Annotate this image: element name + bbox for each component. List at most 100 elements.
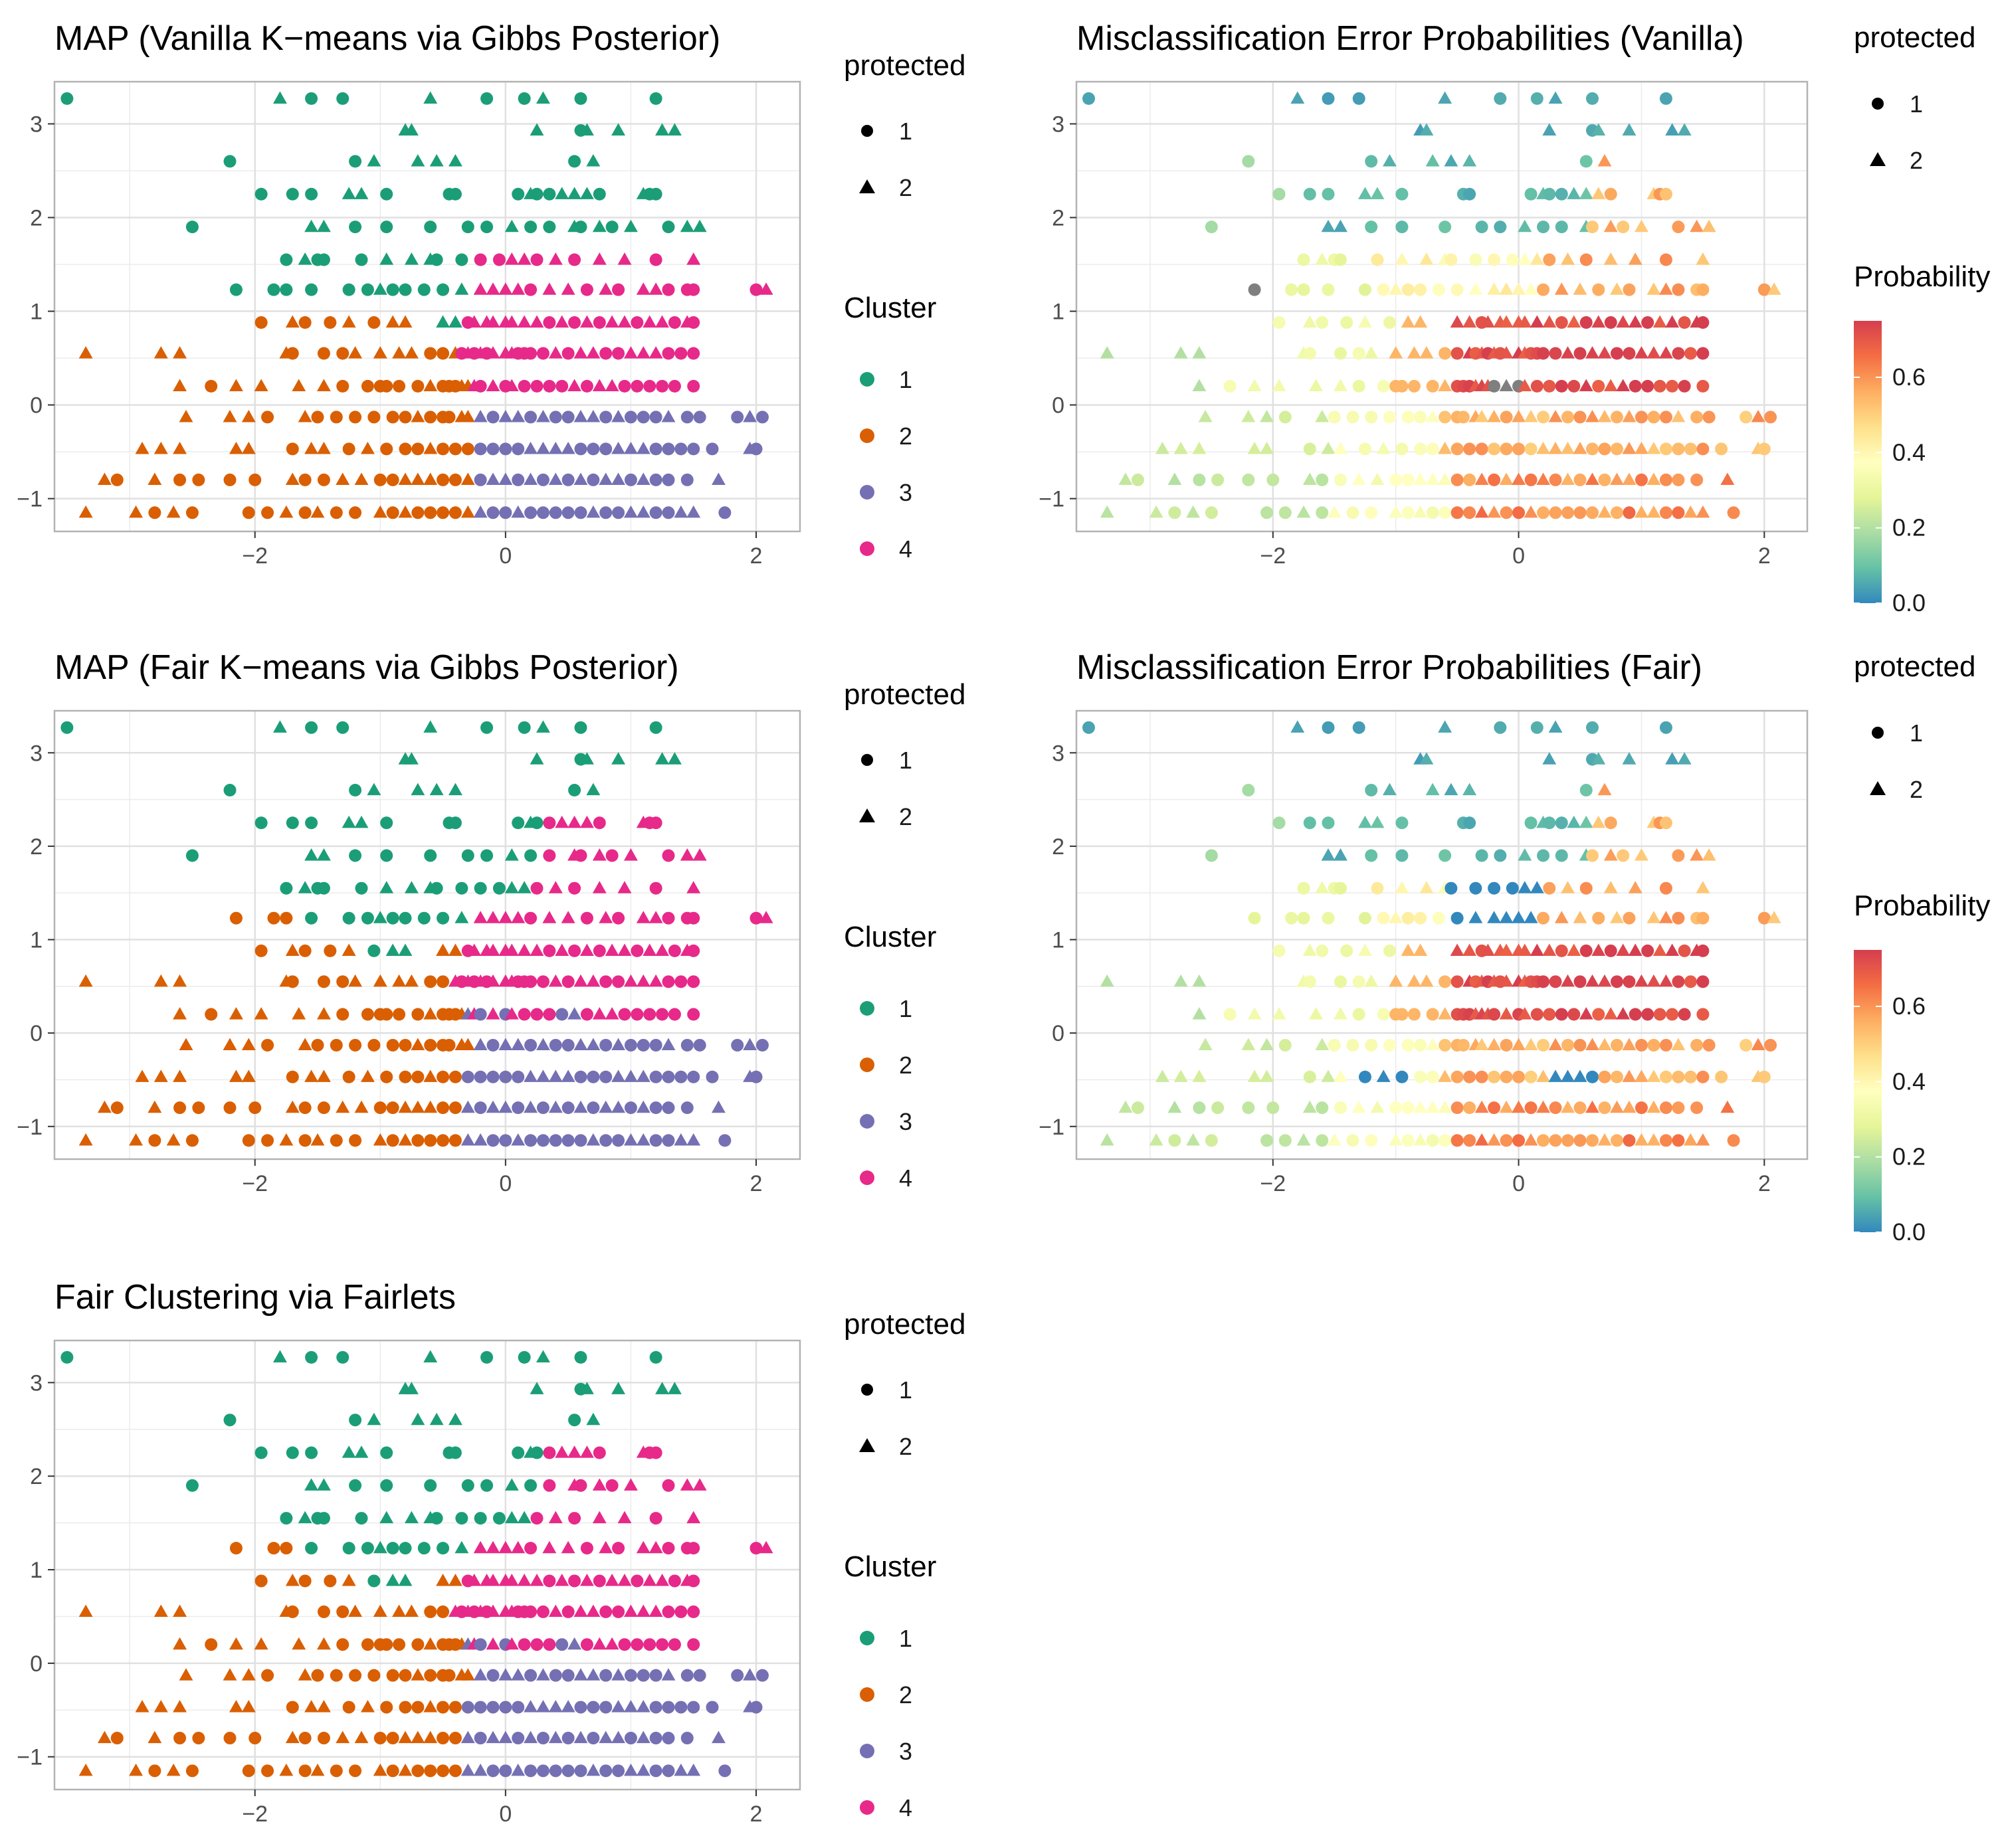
data-point-circle [1383,1038,1396,1052]
data-point-circle [587,1701,600,1714]
data-point-triangle [1186,1133,1201,1146]
data-point-circle [512,1070,525,1083]
data-point-triangle [1579,379,1593,391]
data-point-circle [1512,442,1526,456]
data-point-triangle [649,346,663,359]
data-point-circle [1303,347,1316,360]
data-point-triangle [1677,752,1692,765]
x-tick-label: 0 [499,543,512,569]
data-point-circle [649,506,662,519]
data-point-triangle [1413,1100,1428,1113]
data-point-circle [411,1701,425,1714]
data-point-circle [480,1350,494,1364]
data-point-circle [1500,506,1513,519]
data-point-circle [574,92,587,105]
data-point-triangle [1389,505,1403,518]
data-point-circle [411,1764,425,1778]
data-point-triangle [1309,1007,1323,1020]
data-point-circle [1340,316,1353,329]
data-point-triangle [1591,943,1606,957]
data-point-triangle [1173,974,1188,987]
y-tick-label: −1 [17,487,43,512]
data-point-triangle [1536,1069,1550,1082]
data-point-circle [574,221,587,234]
data-point-triangle [1351,1100,1366,1113]
data-point-triangle [241,441,256,454]
data-point-triangle [367,783,381,796]
data-point-triangle [1419,252,1434,265]
data-point-circle [311,1669,324,1682]
data-point-circle [367,411,381,424]
data-point-triangle [504,219,519,232]
data-point-circle [1672,347,1685,360]
data-point-triangle [579,1574,594,1586]
data-point-circle [687,1542,700,1555]
data-point-circle [254,1446,268,1459]
data-point-circle [349,506,362,519]
data-point-circle [1401,1101,1415,1115]
data-point-triangle [1413,505,1428,518]
data-point-triangle [97,1730,112,1744]
data-point-circle [386,911,399,925]
data-point-triangle [1450,943,1464,957]
data-point-circle [662,1479,675,1492]
data-point-circle [185,1479,199,1492]
data-point-circle [543,1479,556,1492]
data-point-circle [298,506,312,519]
data-point-triangle [78,505,93,518]
data-point-triangle [1609,1100,1624,1113]
data-point-triangle [1315,1038,1330,1051]
data-point-circle [437,1605,450,1618]
data-point-circle [349,1134,362,1147]
data-point-circle [317,473,330,486]
data-point-triangle [655,943,670,957]
data-point-circle [1653,379,1666,393]
data-point-circle [1272,187,1286,201]
data-point-circle [1316,1134,1329,1147]
data-point-triangle [486,379,500,391]
data-point-circle [305,721,318,734]
data-point-circle [437,911,450,925]
data-point-triangle [1597,974,1612,987]
data-point-circle [267,1542,280,1555]
data-point-triangle [1622,123,1637,136]
data-point-circle [317,975,330,988]
data-point-circle [223,1101,237,1115]
data-point-triangle [599,1100,613,1113]
data-point-triangle [135,441,150,454]
panel-border [53,709,801,1160]
data-point-triangle [316,848,331,861]
data-point-circle [755,411,769,424]
data-point-circle [1561,1134,1574,1147]
data-point-circle [530,1008,544,1021]
data-point-circle [317,881,330,895]
data-point-triangle [1524,410,1538,422]
data-point-triangle [229,1637,243,1650]
data-point-triangle [229,379,243,391]
data-point-triangle [1622,1100,1637,1113]
data-point-circle [680,411,694,424]
y-tick-label: 0 [30,393,43,418]
data-point-circle [593,1446,606,1459]
data-point-circle [1205,221,1218,234]
legend-label-cluster: 4 [899,1164,912,1192]
data-point-triangle [316,379,331,391]
data-point-circle [1585,442,1599,456]
data-point-circle [1678,316,1691,329]
data-point-triangle [1609,282,1624,295]
data-point-circle [1549,347,1562,360]
data-point-circle [1672,442,1685,456]
data-point-circle [1524,442,1538,456]
data-point-circle [649,1101,662,1115]
data-point-triangle [342,315,356,328]
data-point-circle [1475,221,1488,234]
data-point-triangle [454,282,469,295]
data-point-triangle [1696,505,1710,518]
data-point-triangle [1487,1038,1502,1051]
data-point-circle [1463,816,1476,830]
data-point-triangle [636,346,650,359]
data-point-triangle [504,1007,519,1020]
data-point-circle [549,1038,562,1052]
data-point-circle [612,1605,625,1618]
data-point-circle [587,1070,600,1083]
